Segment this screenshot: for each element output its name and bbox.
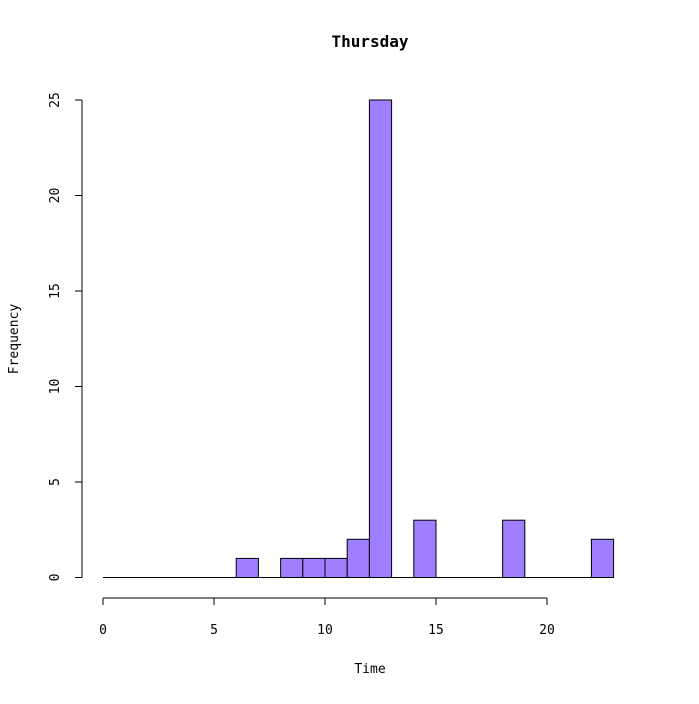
chart-title: Thursday xyxy=(331,32,408,51)
histogram-bar xyxy=(302,557,326,579)
y-tick-label: 10 xyxy=(48,379,63,395)
x-tick-label: 5 xyxy=(210,623,218,638)
histogram-bar xyxy=(346,538,370,578)
x-tick-label: 20 xyxy=(539,623,555,638)
x-axis: 0 5 10 15 20 xyxy=(99,597,555,638)
bars-layer xyxy=(235,99,615,579)
x-axis-label: Time xyxy=(354,662,385,677)
y-tick-label: 0 xyxy=(48,574,63,582)
histogram-bar xyxy=(413,519,437,579)
histogram-bar xyxy=(280,557,304,579)
y-tick-label: 20 xyxy=(48,188,63,204)
histogram-bar xyxy=(502,519,526,579)
x-tick-label: 15 xyxy=(428,623,444,638)
y-axis-label: Frequency xyxy=(7,304,22,375)
x-tick-label: 10 xyxy=(317,623,333,638)
y-tick-label: 25 xyxy=(48,92,63,108)
y-tick-label: 5 xyxy=(48,478,63,486)
histogram-bar xyxy=(368,99,393,578)
y-axis: 0 5 10 15 20 25 xyxy=(48,92,83,582)
x-tick-label: 0 xyxy=(99,623,107,638)
histogram-bar xyxy=(590,538,615,578)
histogram-bar xyxy=(235,557,259,579)
y-tick-label: 15 xyxy=(48,283,63,299)
histogram-bar xyxy=(324,557,348,579)
